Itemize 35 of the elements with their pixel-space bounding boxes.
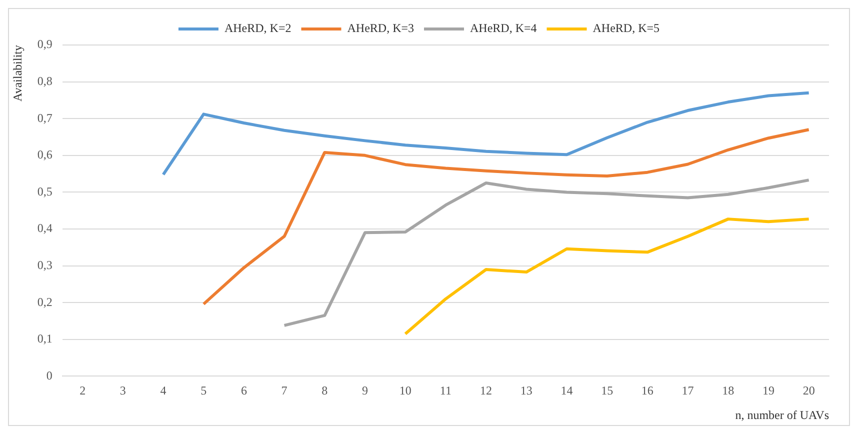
y-tick-label: 0,8: [37, 74, 52, 88]
x-tick-label: 17: [682, 384, 694, 398]
legend-label: AHeRD, K=2: [224, 21, 292, 36]
x-tick-label: 5: [200, 384, 207, 398]
x-tick-label: 12: [480, 384, 492, 398]
x-tick-label: 10: [399, 384, 412, 398]
y-tick-label: 0: [46, 368, 52, 382]
x-tick-label: 4: [160, 384, 166, 398]
x-axis-title: n, number of UAVs: [735, 408, 830, 422]
y-tick-label: 0,1: [37, 332, 52, 346]
x-tick-label: 18: [722, 384, 734, 398]
x-tick-label: 2: [80, 384, 86, 398]
legend-label: AHeRD, K=5: [592, 21, 660, 36]
x-tick-label: 16: [641, 384, 654, 398]
x-tick-label: 20: [802, 384, 815, 398]
legend-label: AHeRD, K=3: [347, 21, 414, 36]
y-axis-title: Availability: [10, 45, 24, 102]
legend-label: AHeRD, K=4: [470, 21, 537, 36]
x-tick-label: 3: [120, 384, 126, 398]
y-tick-label: 0,9: [37, 37, 52, 52]
y-tick-label: 0,6: [37, 148, 52, 162]
x-tick-label: 11: [440, 384, 452, 398]
x-tick-label: 7: [281, 384, 288, 398]
y-tick-label: 0,5: [37, 184, 52, 198]
x-tick-label: 9: [362, 384, 368, 398]
y-tick-label: 0,7: [37, 110, 52, 125]
y-tick-label: 0,3: [37, 258, 52, 272]
x-tick-label: 13: [520, 384, 532, 398]
x-tick-label: 15: [601, 384, 614, 398]
y-tick-label: 0,2: [37, 294, 52, 309]
x-tick-label: 6: [240, 384, 247, 398]
x-tick-label: 14: [560, 384, 573, 398]
y-tick-label: 0,4: [37, 221, 52, 236]
x-tick-label: 8: [322, 384, 328, 398]
x-tick-label: 19: [762, 384, 774, 398]
